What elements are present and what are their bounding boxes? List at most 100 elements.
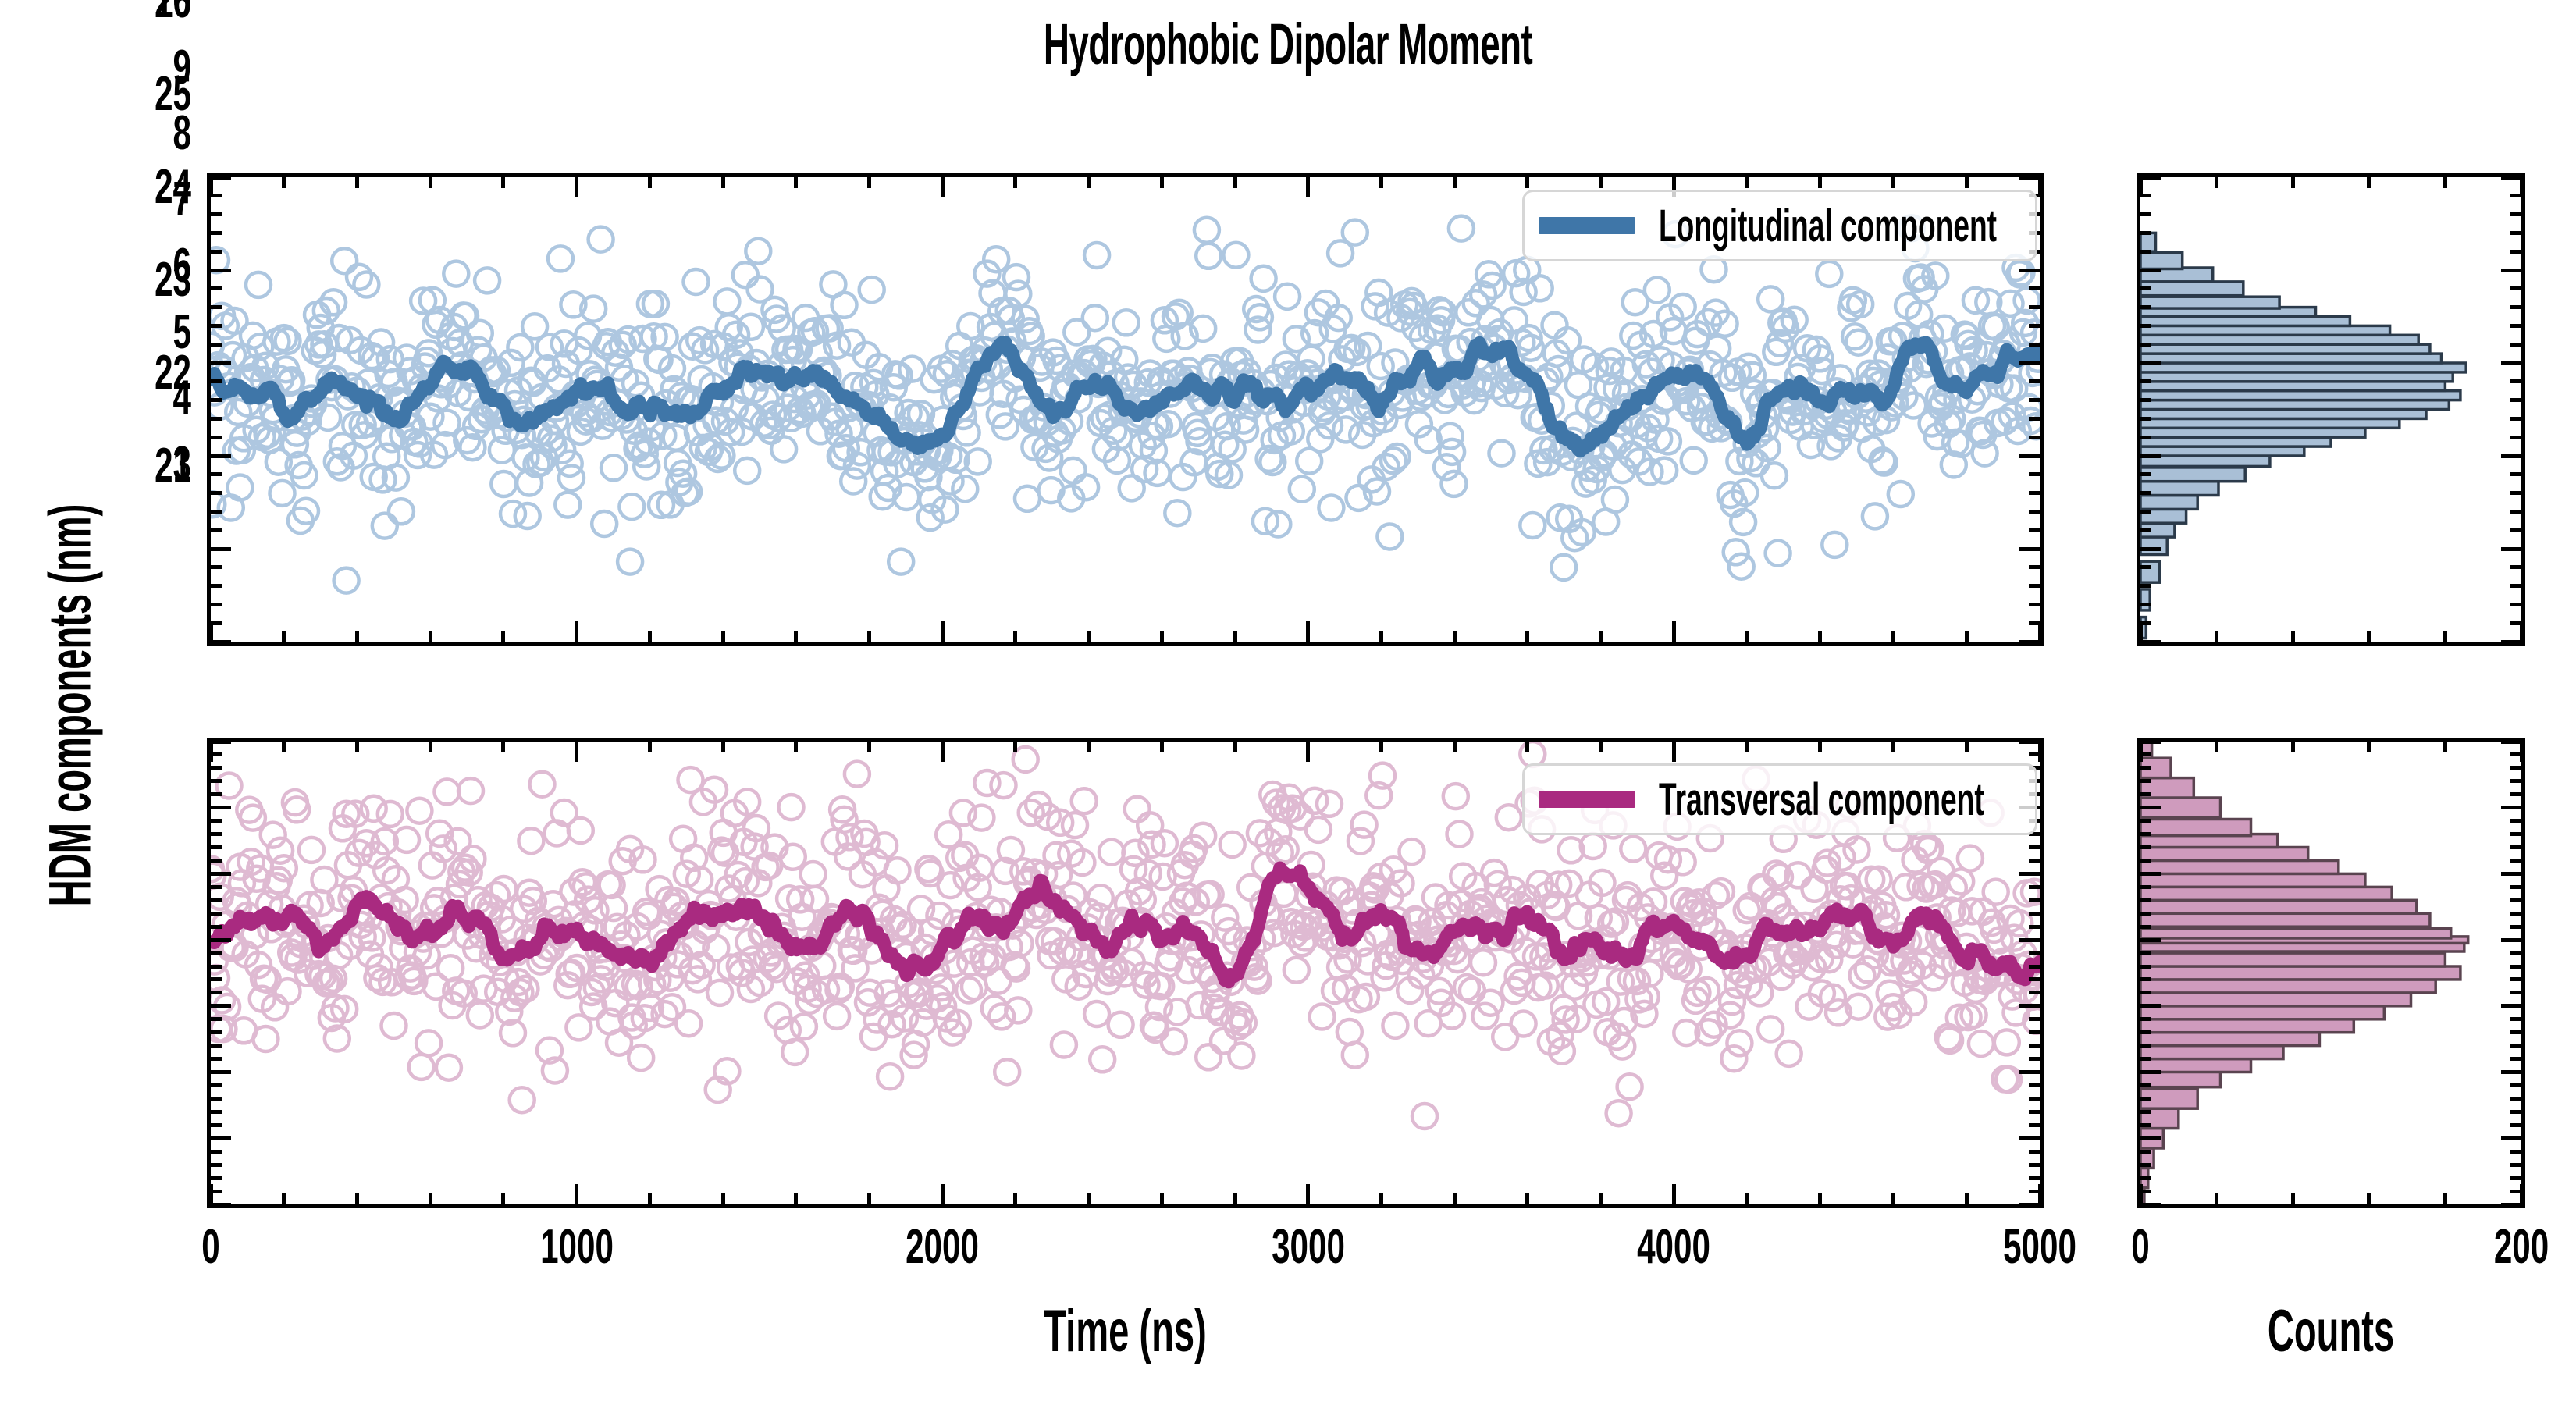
x-tick bbox=[647, 631, 652, 642]
y-tick bbox=[211, 435, 222, 439]
x-tick bbox=[1599, 631, 1603, 642]
x-tick bbox=[2519, 1184, 2521, 1204]
x-tick bbox=[866, 177, 871, 188]
y-tick bbox=[2140, 884, 2151, 889]
y-tick bbox=[2140, 1004, 2161, 1008]
y-tick bbox=[2510, 779, 2521, 784]
x-tick bbox=[866, 1193, 871, 1204]
x-tick bbox=[1671, 742, 1676, 762]
x-tick bbox=[2519, 742, 2521, 762]
longitudinal-legend[interactable]: Longitudinal component bbox=[1522, 190, 2037, 261]
y-tick bbox=[2029, 951, 2040, 955]
y-tick bbox=[2510, 1176, 2521, 1180]
y-tick bbox=[2029, 1162, 2040, 1167]
x-tick bbox=[2140, 621, 2143, 642]
y-tick bbox=[2019, 937, 2040, 942]
top-panel-y-tick-label: 23 bbox=[155, 253, 191, 307]
x-tick bbox=[2140, 1184, 2143, 1204]
y-tick bbox=[2029, 472, 2040, 477]
bottom-panel-y-tick-label: 8 bbox=[173, 106, 191, 161]
y-tick bbox=[2029, 509, 2040, 514]
x-tick bbox=[794, 177, 799, 188]
y-tick bbox=[211, 806, 231, 810]
y-tick bbox=[2140, 584, 2151, 589]
histogram-bar bbox=[2140, 560, 2161, 584]
y-tick bbox=[2140, 1189, 2151, 1193]
y-tick bbox=[2510, 528, 2521, 532]
y-tick bbox=[211, 584, 222, 589]
y-tick bbox=[2140, 1109, 2151, 1114]
y-tick bbox=[211, 342, 222, 347]
top-panel-y-tick-label: 25 bbox=[155, 67, 191, 121]
y-tick bbox=[2029, 1176, 2040, 1180]
y-tick bbox=[211, 472, 222, 477]
y-tick bbox=[2140, 766, 2151, 770]
histogram-bar bbox=[2140, 493, 2199, 511]
histogram-bar bbox=[2140, 295, 2281, 310]
x-tick bbox=[1306, 177, 1311, 197]
x-tick bbox=[2215, 742, 2219, 752]
x-tick-label: 0 bbox=[201, 1220, 220, 1274]
bottom-panel-y-tick-label: 10 bbox=[155, 0, 191, 28]
histogram-bar bbox=[2140, 324, 2392, 337]
y-tick bbox=[2510, 398, 2521, 403]
y-tick bbox=[2029, 528, 2040, 532]
y-tick bbox=[211, 177, 231, 180]
x-tick bbox=[2037, 1184, 2040, 1204]
y-tick bbox=[2140, 924, 2151, 929]
y-tick bbox=[2140, 194, 2151, 198]
y-tick bbox=[211, 379, 222, 384]
y-tick bbox=[211, 779, 222, 784]
y-tick bbox=[2510, 491, 2521, 496]
y-tick bbox=[211, 416, 222, 421]
histogram-bar bbox=[2140, 371, 2454, 383]
y-tick bbox=[2029, 398, 2040, 403]
y-tick bbox=[2510, 951, 2521, 955]
y-tick bbox=[211, 454, 231, 458]
x-tick bbox=[647, 177, 652, 188]
y-tick bbox=[211, 977, 222, 982]
histogram-bar bbox=[2140, 927, 2453, 940]
x-tick bbox=[1379, 742, 1384, 752]
x-tick bbox=[2443, 1193, 2447, 1204]
y-tick bbox=[2019, 1004, 2040, 1008]
x-tick bbox=[1891, 177, 1896, 188]
y-tick bbox=[2510, 249, 2521, 254]
longitudinal-legend-swatch bbox=[1539, 217, 1635, 234]
y-tick bbox=[211, 1109, 222, 1114]
y-tick bbox=[2029, 845, 2040, 850]
x-tick bbox=[794, 742, 799, 752]
y-tick bbox=[211, 858, 222, 863]
transversal-legend[interactable]: Transversal component bbox=[1522, 763, 2037, 835]
y-tick bbox=[2510, 435, 2521, 439]
x-tick bbox=[647, 742, 652, 752]
y-tick bbox=[211, 621, 222, 625]
y-tick bbox=[2029, 898, 2040, 902]
top-panel-y-tick-label: 24 bbox=[155, 160, 191, 214]
y-tick bbox=[211, 792, 222, 797]
x-tick bbox=[1745, 742, 1749, 752]
x-tick bbox=[1233, 177, 1237, 188]
histogram-bar bbox=[2140, 398, 2451, 411]
y-tick bbox=[2140, 1044, 2151, 1048]
y-tick bbox=[2510, 858, 2521, 863]
y-tick bbox=[211, 212, 222, 217]
y-tick bbox=[2510, 379, 2521, 384]
x-tick bbox=[1013, 631, 1018, 642]
y-tick bbox=[2019, 177, 2040, 180]
y-tick bbox=[2029, 1109, 2040, 1114]
y-tick bbox=[2029, 435, 2040, 439]
running-average-line bbox=[211, 336, 2040, 458]
y-tick bbox=[2510, 416, 2521, 421]
y-tick bbox=[2029, 977, 2040, 982]
x-tick bbox=[1964, 631, 1969, 642]
x-tick bbox=[2215, 631, 2219, 642]
x-tick bbox=[211, 621, 213, 642]
y-tick bbox=[2510, 884, 2521, 889]
x-tick bbox=[575, 742, 579, 762]
y-tick bbox=[2510, 602, 2521, 606]
x-tick bbox=[354, 631, 359, 642]
y-tick bbox=[211, 1004, 231, 1008]
y-tick bbox=[2140, 435, 2151, 439]
